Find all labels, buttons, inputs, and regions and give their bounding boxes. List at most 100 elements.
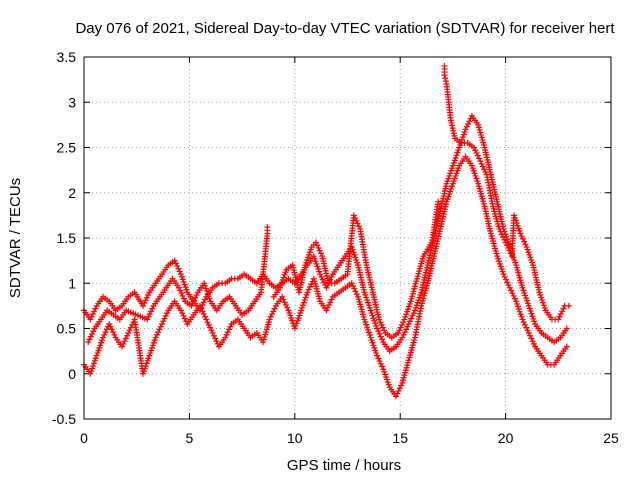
data-point — [349, 282, 356, 289]
data-point — [353, 217, 360, 224]
data-point — [521, 321, 528, 328]
data-point — [498, 231, 505, 238]
data-point — [559, 308, 566, 315]
data-point — [379, 336, 386, 343]
data-point — [267, 313, 274, 320]
data-point — [305, 286, 312, 293]
data-point — [284, 304, 291, 311]
data-point — [379, 363, 386, 370]
data-point — [89, 330, 96, 337]
data-point — [92, 305, 99, 312]
data-point — [472, 147, 479, 154]
data-point — [201, 296, 208, 303]
data-point — [180, 312, 187, 319]
data-point — [376, 358, 383, 365]
data-point — [142, 297, 149, 304]
data-point — [145, 313, 152, 320]
data-marks — [81, 63, 572, 400]
data-point — [497, 228, 504, 235]
data-point — [374, 352, 381, 359]
data-point — [462, 126, 469, 133]
data-point — [143, 294, 150, 301]
x-axis-label: GPS time / hours — [287, 457, 401, 474]
data-point — [403, 326, 410, 333]
x-tick-label: 5 — [186, 430, 194, 446]
data-point — [99, 334, 106, 341]
x-tick-label: 0 — [80, 430, 88, 446]
data-point — [87, 333, 94, 340]
data-point — [395, 330, 402, 337]
data-point — [401, 329, 408, 336]
data-point — [317, 271, 324, 278]
y-tick-label: 3 — [68, 94, 76, 110]
data-point — [394, 390, 401, 397]
data-point — [212, 335, 219, 342]
data-point — [175, 265, 182, 272]
data-point — [193, 292, 200, 299]
data-point — [474, 152, 481, 159]
data-point — [473, 149, 480, 156]
data-point — [379, 324, 386, 331]
data-point — [177, 307, 184, 314]
data-point — [201, 313, 208, 320]
data-point — [198, 305, 205, 312]
data-point — [315, 244, 322, 251]
data-point — [395, 387, 402, 394]
data-point — [174, 263, 181, 270]
data-point — [327, 299, 334, 306]
data-point — [381, 327, 388, 334]
data-point — [140, 302, 147, 309]
data-point — [172, 260, 179, 267]
data-point — [204, 319, 211, 326]
data-point — [351, 285, 358, 292]
data-point — [504, 279, 511, 286]
data-point — [157, 323, 164, 330]
data-point — [435, 198, 442, 205]
data-point — [196, 302, 203, 309]
data-point — [481, 166, 488, 173]
data-point — [85, 339, 92, 346]
data-point — [110, 329, 117, 336]
data-point — [352, 288, 359, 295]
data-point — [353, 291, 360, 298]
data-point — [506, 284, 513, 291]
data-point — [323, 307, 330, 314]
x-tick-label: 25 — [603, 430, 619, 446]
data-point — [529, 338, 536, 345]
data-point — [222, 334, 229, 341]
data-point — [86, 336, 93, 343]
chart-title: Day 076 of 2021, Sidereal Day-to-day VTE… — [75, 20, 615, 37]
y-tick-label: 2 — [68, 185, 76, 201]
data-point — [511, 295, 518, 302]
data-point — [88, 313, 95, 320]
data-point — [375, 355, 382, 362]
data-point — [510, 292, 517, 299]
data-point — [392, 393, 399, 400]
data-point — [509, 290, 516, 297]
data-point — [396, 385, 403, 392]
data-point — [227, 323, 234, 330]
data-point — [466, 118, 473, 125]
data-point — [375, 328, 382, 335]
data-point — [501, 273, 508, 280]
data-point — [120, 340, 127, 347]
data-point — [328, 296, 335, 303]
data-point — [279, 293, 286, 300]
y-tick-label: 2.5 — [57, 140, 77, 156]
data-point — [191, 297, 198, 304]
data-point — [269, 311, 276, 318]
data-point — [176, 268, 183, 275]
data-point — [124, 332, 131, 339]
data-point — [565, 302, 572, 309]
data-point — [442, 78, 449, 85]
plot-frame — [83, 56, 612, 420]
x-tick-label: 10 — [287, 430, 303, 446]
data-point — [164, 310, 171, 317]
data-point — [530, 340, 537, 347]
data-point — [408, 315, 415, 322]
data-point — [210, 332, 217, 339]
data-point — [108, 326, 115, 333]
data-point — [479, 163, 486, 170]
data-point — [398, 321, 405, 328]
data-point — [500, 234, 507, 241]
